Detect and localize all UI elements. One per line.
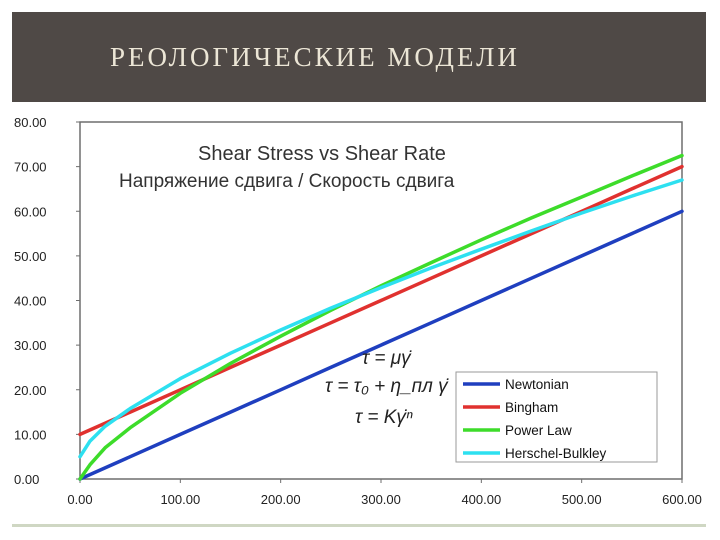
y-tick-label: 20.00	[14, 383, 47, 398]
chart-container: 0.00 10.00 20.00 30.00 40.00 50.00 60.00 70.00 8…	[0, 102, 720, 522]
chart-title: Shear Stress vs Shear Rate	[198, 143, 446, 165]
x-tick-label: 500.00	[562, 492, 602, 507]
series-line-power-law	[78, 153, 684, 481]
y-tick-label: 40.00	[14, 294, 47, 309]
series-line-newtonian	[78, 209, 684, 481]
x-tick-label: 300.00	[361, 492, 401, 507]
rheology-chart: 0.00 10.00 20.00 30.00 40.00 50.00 60.00 70.00 8…	[14, 115, 702, 507]
series-line-herschel-bulkley	[78, 178, 684, 459]
y-tick-label: 50.00	[14, 249, 47, 264]
y-tick-label: 10.00	[14, 427, 47, 442]
x-tick-label: 100.00	[160, 492, 200, 507]
chart-subtitle: Напряжение сдвига / Скорость сдвига	[119, 171, 455, 192]
x-tick-label: 200.00	[261, 492, 301, 507]
legend-label: Herschel-Bulkley	[505, 446, 607, 461]
x-tick-label: 0.00	[67, 492, 92, 507]
y-tick-label: 70.00	[14, 160, 47, 175]
footer-divider	[12, 524, 706, 527]
formula-label: τ = μγ̇	[362, 348, 412, 369]
y-tick-label: 0.00	[14, 472, 39, 487]
legend-label: Newtonian	[505, 377, 569, 392]
y-tick-label: 60.00	[14, 204, 47, 219]
x-tick-label: 400.00	[461, 492, 501, 507]
slide-title: РЕОЛОГИЧЕСКИЕ МОДЕЛИ	[110, 42, 520, 72]
y-tick-label: 30.00	[14, 338, 47, 353]
legend-box	[455, 371, 658, 463]
legend-label: Bingham	[505, 400, 558, 415]
legend-label: Power Law	[505, 423, 572, 438]
y-tick-label: 80.00	[14, 115, 47, 130]
x-tick-label: 600.00	[662, 492, 702, 507]
formula-label: τ = τ₀ + η_пл γ̇	[325, 376, 449, 397]
formula-label: τ = Kγ̇ⁿ	[355, 407, 413, 428]
slide-header: РЕОЛОГИЧЕСКИЕ МОДЕЛИ	[12, 12, 706, 102]
